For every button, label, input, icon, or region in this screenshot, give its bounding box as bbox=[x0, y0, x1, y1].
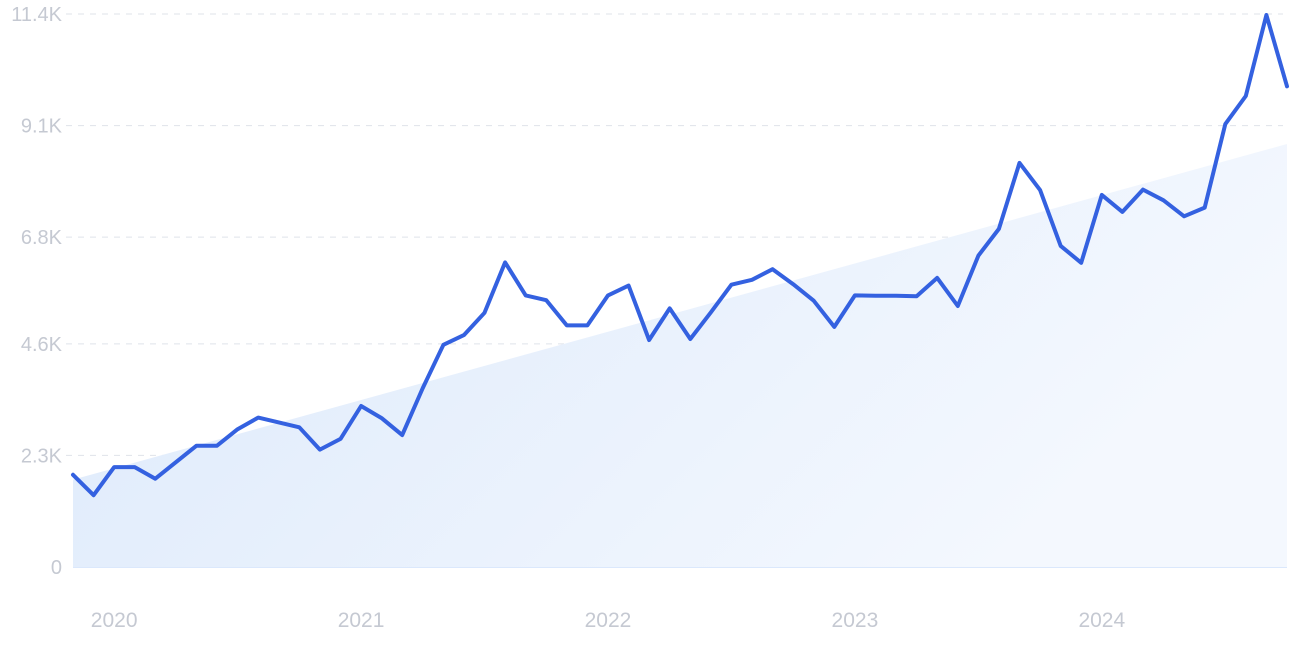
data-point[interactable] bbox=[1059, 244, 1063, 248]
data-point[interactable] bbox=[359, 404, 363, 408]
data-point[interactable] bbox=[1203, 206, 1207, 210]
data-point[interactable] bbox=[1100, 193, 1104, 197]
data-point[interactable] bbox=[997, 227, 1001, 231]
data-point[interactable] bbox=[976, 254, 980, 258]
y-axis: 0 2.3K 4.6K 6.8K 9.1K 11.4K bbox=[11, 4, 62, 579]
x-axis: 2020 2021 2022 2023 2024 bbox=[91, 609, 1126, 632]
data-point[interactable] bbox=[462, 333, 466, 337]
data-point[interactable] bbox=[1018, 161, 1022, 165]
data-point[interactable] bbox=[1264, 13, 1268, 17]
data-point[interactable] bbox=[153, 477, 157, 481]
data-point[interactable] bbox=[1162, 198, 1166, 202]
data-point[interactable] bbox=[215, 444, 219, 448]
data-point[interactable] bbox=[503, 260, 507, 264]
x-tick-label: 2022 bbox=[585, 609, 632, 632]
data-point[interactable] bbox=[812, 299, 816, 303]
data-point[interactable] bbox=[853, 293, 857, 297]
data-point[interactable] bbox=[380, 416, 384, 420]
data-point[interactable] bbox=[832, 325, 836, 329]
data-point[interactable] bbox=[606, 293, 610, 297]
data-point[interactable] bbox=[627, 284, 631, 288]
y-tick-label: 9.1K bbox=[21, 116, 63, 138]
x-tick-label: 2023 bbox=[832, 609, 879, 632]
data-point[interactable] bbox=[874, 294, 878, 298]
data-point[interactable] bbox=[1244, 94, 1248, 98]
data-point[interactable] bbox=[1038, 188, 1042, 192]
data-point[interactable] bbox=[1223, 122, 1227, 126]
data-point[interactable] bbox=[256, 416, 260, 420]
trend-area bbox=[73, 144, 1287, 567]
data-point[interactable] bbox=[112, 465, 116, 469]
y-tick-label: 11.4K bbox=[11, 4, 62, 26]
y-tick-label: 4.6K bbox=[21, 334, 63, 356]
data-point[interactable] bbox=[174, 460, 178, 464]
data-point[interactable] bbox=[318, 448, 322, 452]
data-point[interactable] bbox=[71, 473, 75, 477]
data-point[interactable] bbox=[1079, 261, 1083, 265]
series-line bbox=[71, 13, 1289, 498]
data-point[interactable] bbox=[92, 493, 96, 497]
data-point[interactable] bbox=[524, 293, 528, 297]
data-point[interactable] bbox=[709, 310, 713, 314]
data-point[interactable] bbox=[1182, 214, 1186, 218]
y-tick-label: 0 bbox=[51, 557, 62, 579]
data-point[interactable] bbox=[729, 283, 733, 287]
y-tick-label: 6.8K bbox=[21, 227, 63, 249]
data-point[interactable] bbox=[441, 343, 445, 347]
data-point[interactable] bbox=[400, 433, 404, 437]
x-tick-label: 2020 bbox=[91, 609, 138, 632]
data-point[interactable] bbox=[750, 278, 754, 282]
data-point[interactable] bbox=[915, 294, 919, 298]
data-point[interactable] bbox=[236, 427, 240, 431]
data-point[interactable] bbox=[421, 386, 425, 390]
x-tick-label: 2021 bbox=[338, 609, 385, 632]
data-point[interactable] bbox=[935, 276, 939, 280]
data-point[interactable] bbox=[544, 298, 548, 302]
data-point[interactable] bbox=[297, 425, 301, 429]
data-point[interactable] bbox=[483, 311, 487, 315]
series-layer bbox=[71, 13, 1289, 498]
y-tick-label: 2.3K bbox=[21, 445, 63, 467]
data-point[interactable] bbox=[1120, 210, 1124, 214]
data-point[interactable] bbox=[1285, 84, 1289, 88]
data-point[interactable] bbox=[585, 323, 589, 327]
data-point[interactable] bbox=[791, 282, 795, 286]
data-point[interactable] bbox=[565, 323, 569, 327]
trend-area-layer bbox=[73, 144, 1287, 567]
data-point[interactable] bbox=[771, 267, 775, 271]
data-point[interactable] bbox=[195, 444, 199, 448]
data-point[interactable] bbox=[339, 437, 343, 441]
x-tick-label: 2024 bbox=[1078, 609, 1125, 632]
data-point[interactable] bbox=[647, 338, 651, 342]
data-point[interactable] bbox=[1141, 188, 1145, 192]
data-point[interactable] bbox=[956, 304, 960, 308]
data-point[interactable] bbox=[668, 306, 672, 310]
data-point[interactable] bbox=[688, 337, 692, 341]
data-point[interactable] bbox=[133, 465, 137, 469]
data-point[interactable] bbox=[277, 420, 281, 424]
data-point[interactable] bbox=[894, 294, 898, 298]
